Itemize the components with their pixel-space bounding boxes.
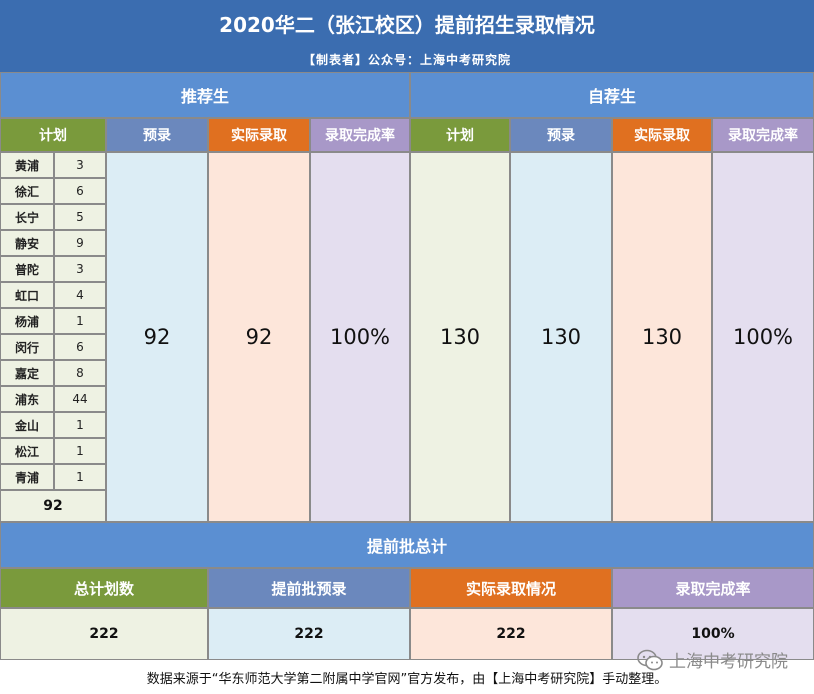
wechat-icon — [637, 649, 663, 670]
district-name: 普陀 — [0, 256, 54, 282]
rec-prelim-value: 92 — [106, 152, 208, 522]
district-name: 闵行 — [0, 334, 54, 360]
district-plan: 9 — [54, 230, 106, 256]
footer-note: 数据来源于“华东师范大学第二附属中学官网”官方发布，由【上海中考研究院】手动整理… — [0, 660, 814, 694]
header-total-plan: 总计划数 — [0, 568, 208, 608]
header-rec-prelim: 预录 — [106, 118, 208, 152]
district-plan: 1 — [54, 464, 106, 490]
total-prelim-value: 222 — [208, 608, 410, 660]
district-name: 黄浦 — [0, 152, 54, 178]
total-rate-value: 100% — [612, 608, 814, 660]
self-plan-value: 130 — [410, 152, 510, 522]
district-name: 浦东 — [0, 386, 54, 412]
header-rec-rate: 录取完成率 — [310, 118, 410, 152]
district-plan: 5 — [54, 204, 106, 230]
district-plan: 1 — [54, 438, 106, 464]
header-self-rate: 录取完成率 — [712, 118, 814, 152]
header-self-prelim: 预录 — [510, 118, 612, 152]
header-total-rate: 录取完成率 — [612, 568, 814, 608]
watermark-text: 上海中考研究院 — [669, 652, 788, 672]
district-name: 虹口 — [0, 282, 54, 308]
district-plan: 8 — [54, 360, 106, 386]
self-actual-value: 130 — [612, 152, 712, 522]
rec-plan-total: 92 — [0, 490, 106, 522]
district-name: 松江 — [0, 438, 54, 464]
district-name: 静安 — [0, 230, 54, 256]
section-total: 提前批总计 — [0, 522, 814, 568]
page-title: 2020华二（张江校区）提前招生录取情况 — [0, 0, 814, 46]
page-subtitle: 【制表者】公众号：上海中考研究院 — [0, 46, 814, 72]
watermark: 上海中考研究院 — [637, 647, 788, 672]
district-plan: 6 — [54, 334, 106, 360]
header-self-plan: 计划 — [410, 118, 510, 152]
district-plan: 4 — [54, 282, 106, 308]
district-plan: 1 — [54, 412, 106, 438]
header-rec-actual: 实际录取 — [208, 118, 310, 152]
header-total-actual: 实际录取情况 — [410, 568, 612, 608]
total-plan-value: 222 — [0, 608, 208, 660]
rec-actual-value: 92 — [208, 152, 310, 522]
header-self-actual: 实际录取 — [612, 118, 712, 152]
district-name: 嘉定 — [0, 360, 54, 386]
rec-rate-value: 100% — [310, 152, 410, 522]
district-name: 青浦 — [0, 464, 54, 490]
district-plan: 3 — [54, 256, 106, 282]
header-total-prelim: 提前批预录 — [208, 568, 410, 608]
district-name: 金山 — [0, 412, 54, 438]
section-self-rec: 自荐生 — [410, 72, 814, 118]
header-rec-plan: 计划 — [0, 118, 106, 152]
district-plan: 44 — [54, 386, 106, 412]
district-name: 杨浦 — [0, 308, 54, 334]
section-recommend: 推荐生 — [0, 72, 410, 118]
district-plan: 1 — [54, 308, 106, 334]
self-prelim-value: 130 — [510, 152, 612, 522]
self-rate-value: 100% — [712, 152, 814, 522]
district-name: 长宁 — [0, 204, 54, 230]
district-plan: 6 — [54, 178, 106, 204]
district-name: 徐汇 — [0, 178, 54, 204]
district-plan: 3 — [54, 152, 106, 178]
total-actual-value: 222 — [410, 608, 612, 660]
